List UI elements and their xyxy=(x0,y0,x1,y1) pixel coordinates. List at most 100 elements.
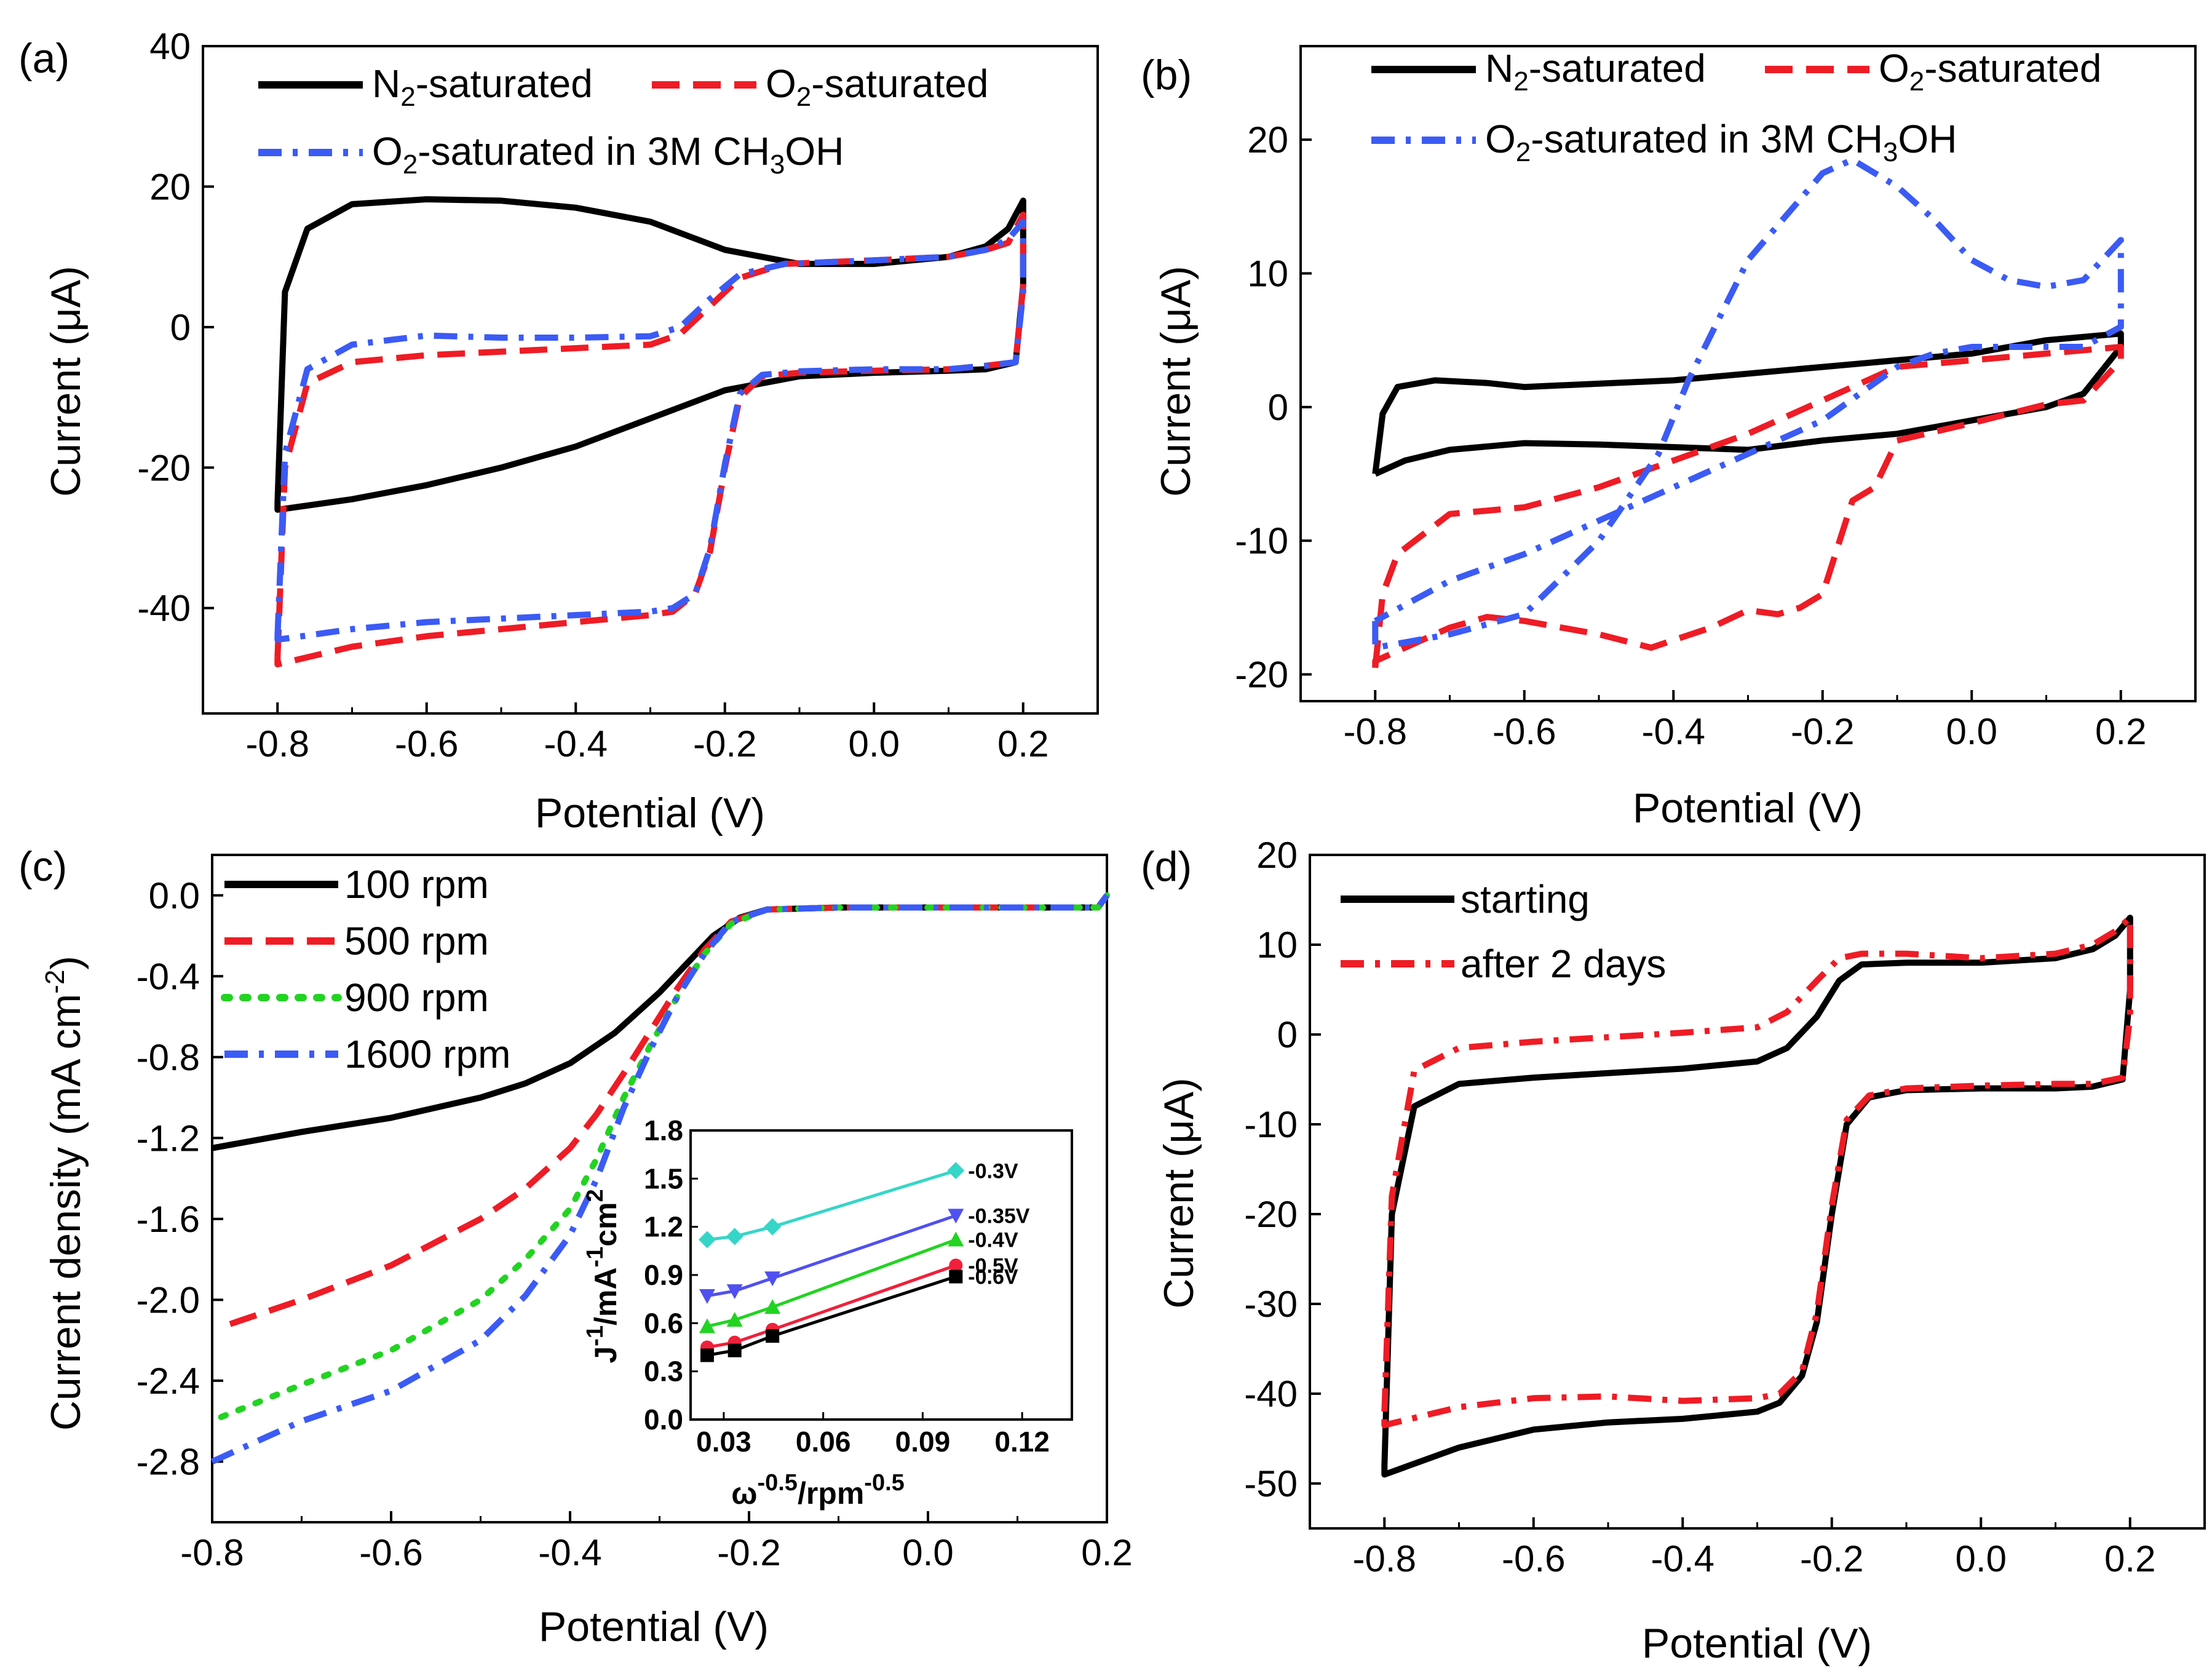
inset-y-tick-label: 1.5 xyxy=(644,1162,683,1194)
x-tick-label: -0.8 xyxy=(1353,1538,1416,1579)
inset-marker xyxy=(948,1231,964,1247)
x-tick-label: -0.8 xyxy=(180,1532,244,1573)
inset-series-label: -0.5V xyxy=(968,1254,1018,1277)
inset-marker xyxy=(726,1312,743,1327)
panel-c-xlabel: Potential (V) xyxy=(539,1603,769,1650)
y-tick-label: 10 xyxy=(1247,253,1288,294)
x-tick-label: -0.2 xyxy=(1791,711,1854,752)
inset-y-tick-label: 0.6 xyxy=(644,1307,683,1339)
legend-label: 100 rpm xyxy=(344,862,489,907)
x-tick-label: -0.4 xyxy=(1651,1538,1714,1579)
legend-label-ch3oh: O2-saturated in 3M CH3OH xyxy=(372,129,844,180)
legend-label-ch3oh: O2-saturated in 3M CH3OH xyxy=(1485,117,1957,167)
x-tick-label: -0.2 xyxy=(1800,1538,1863,1579)
series-line-starting xyxy=(1381,915,2133,1478)
panel-b-xlabel: Potential (V) xyxy=(1633,785,1863,832)
x-tick-label: -0.8 xyxy=(246,723,309,765)
x-tick-label: -0.6 xyxy=(395,723,458,765)
inset-curves: -0.3V -0.35V-0.4V-0.5V-0.6V xyxy=(698,1159,1030,1362)
y-tick-label: 0.0 xyxy=(149,875,200,916)
inset-marker xyxy=(764,1299,781,1314)
panel-a: (a) -0.8 -0.6 -0.4 -0.2 0.0 0.2 -40 -20 0 20 40 P… xyxy=(18,26,1099,836)
y-tick-label: 20 xyxy=(149,166,191,207)
y-tick-label: -0.8 xyxy=(137,1037,200,1078)
legend-label-n2: N2-saturated xyxy=(1485,46,1706,97)
y-tick-label: -1.2 xyxy=(137,1118,200,1159)
y-tick-label: 40 xyxy=(149,26,191,67)
inset-series-line xyxy=(707,1214,957,1298)
x-tick-label: 0.0 xyxy=(849,723,900,765)
series-line-after-2-days xyxy=(1381,915,2133,1429)
series-line-n2-saturated xyxy=(274,196,1026,513)
series-line-o2-saturated xyxy=(274,212,1026,668)
legend-label-o2: O2-saturated xyxy=(766,62,988,112)
inset-series-line xyxy=(707,1238,957,1328)
panel-c-ylabel: Current density (mA cm-2) xyxy=(40,956,89,1431)
legend-label-o2: O2-saturated xyxy=(1879,46,2101,97)
x-tick-label: -0.6 xyxy=(1493,711,1556,752)
x-tick-label: 0.0 xyxy=(902,1532,953,1573)
inset-x-tick-label: 0.03 xyxy=(696,1426,751,1458)
inset-marker xyxy=(726,1228,743,1245)
inset-series-line xyxy=(707,1275,957,1357)
inset-marker xyxy=(699,1318,715,1333)
inset-series-line xyxy=(707,1263,957,1349)
y-tick-label: 20 xyxy=(1247,119,1288,161)
panel-d-yticks: -50 -40 -30 -20 -10 0 10 20 xyxy=(1244,835,1321,1504)
x-tick-label: -0.6 xyxy=(1502,1538,1565,1579)
y-tick-label: -50 xyxy=(1244,1463,1298,1504)
x-tick-label: -0.8 xyxy=(1344,711,1407,752)
inset-marker xyxy=(949,1269,963,1284)
legend-label: 500 rpm xyxy=(344,919,489,963)
inset-marker xyxy=(949,1258,963,1273)
inset-marker xyxy=(727,1343,742,1357)
panel-d: (d) -0.8 -0.6 -0.4 -0.2 0.0 0.2 -50-40-30-20-… xyxy=(1141,835,2206,1667)
x-tick-label: -0.2 xyxy=(717,1532,780,1573)
x-tick-label: 0.2 xyxy=(1081,1532,1132,1573)
inset-x-tick-label: 0.12 xyxy=(994,1426,1050,1458)
y-tick-label: -2.8 xyxy=(137,1441,200,1482)
inset-series-label: -0.6V xyxy=(968,1266,1018,1289)
panel-c: (c) -0.8 -0.6 -0.4 -0.2 0.0 0.2 0.0 -0.4 -0.8 -1… xyxy=(18,843,1133,1650)
inset-marker xyxy=(700,1348,714,1362)
y-tick-label: -20 xyxy=(1244,1194,1298,1235)
series-line-1600-rpm xyxy=(210,893,1110,1464)
inset-series-line xyxy=(707,1169,957,1242)
y-tick-label: -2.0 xyxy=(137,1279,200,1321)
panel-a-legend: N2-saturated O2-saturated O2-saturated i… xyxy=(258,62,988,180)
legend-label: 900 rpm xyxy=(344,975,489,1020)
inset-y-tick-label: 0.3 xyxy=(644,1356,683,1388)
y-tick-label: -2.4 xyxy=(137,1360,200,1402)
panel-b: (b) -0.8 -0.6 -0.4 -0.2 0.0 0.2 -20 -10 0 10 20 P… xyxy=(1141,45,2197,832)
x-tick-label: -0.4 xyxy=(538,1532,601,1573)
y-tick-label: 0 xyxy=(1268,387,1288,428)
panel-a-label: (a) xyxy=(18,35,69,82)
y-tick-label: 0 xyxy=(1277,1014,1298,1055)
y-tick-label: -10 xyxy=(1235,520,1288,562)
panel-c-inset: 0.03 0.06 0.09 0.12 0.0 0.3 0.6 0.9 1.2 1.5 1.8 -… xyxy=(582,1114,1073,1511)
series-line-o2-saturated-in-3m-ch3oh xyxy=(274,218,1026,643)
panel-b-yticks: -20 -10 0 10 20 xyxy=(1235,119,1312,696)
series-line-n2-saturated xyxy=(1372,330,2124,477)
legend-label: after 2 days xyxy=(1461,942,1666,986)
panel-b-label: (b) xyxy=(1141,52,1192,98)
y-tick-label: -1.6 xyxy=(137,1199,200,1240)
x-tick-label: -0.4 xyxy=(1642,711,1705,752)
x-tick-label: -0.4 xyxy=(544,723,608,765)
panel-b-curves xyxy=(1372,156,2124,669)
x-tick-label: 0.2 xyxy=(2104,1538,2155,1579)
y-tick-label: 20 xyxy=(1256,835,1298,876)
inset-marker xyxy=(948,1209,964,1224)
x-tick-label: -0.6 xyxy=(359,1532,422,1573)
legend-label-n2: N2-saturated xyxy=(372,62,593,112)
inset-x-tick-label: 0.06 xyxy=(796,1426,851,1458)
inset-marker xyxy=(726,1284,743,1300)
inset-xlabel: ω-0.5/rpm-0.5 xyxy=(731,1470,905,1511)
panel-c-label: (c) xyxy=(18,843,67,890)
panel-d-label: (d) xyxy=(1141,843,1192,890)
panel-b-ylabel: Current (μA) xyxy=(1152,266,1199,496)
panel-b-legend: N2-saturated O2-saturated O2-saturated i… xyxy=(1371,46,2101,167)
y-tick-label: -0.4 xyxy=(137,956,200,997)
panel-d-curves xyxy=(1381,915,2133,1478)
series-line-o2-saturated xyxy=(1372,344,2124,669)
